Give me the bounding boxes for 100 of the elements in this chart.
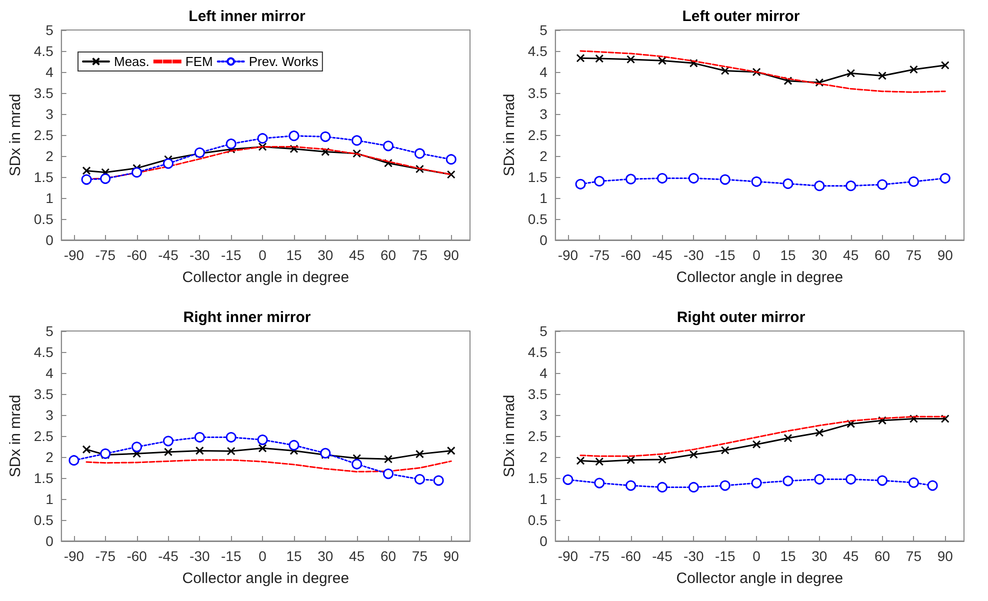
x-tick-label: -75 [589, 548, 610, 564]
x-tick-label: 15 [780, 548, 796, 564]
x-tick-label: -30 [684, 247, 704, 263]
y-tick-label: 4.5 [528, 344, 548, 360]
y-tick-label: 2.5 [34, 127, 54, 143]
y-tick-label: 3.5 [34, 386, 54, 402]
x-tick-label: 75 [412, 247, 428, 263]
y-tick-label: 0 [46, 232, 54, 248]
x-tick-label: -60 [620, 247, 642, 263]
y-tick-label: 1.5 [528, 169, 548, 185]
x-tick-label: 60 [380, 247, 396, 263]
y-tick-label: 0 [540, 232, 548, 248]
x-tick-label: -30 [190, 548, 210, 564]
y-axis-title: SDx in mrad [501, 94, 518, 176]
x-tick-label: -15 [220, 247, 242, 263]
y-tick-label: 3.5 [528, 386, 548, 402]
y-tick-label: 5 [46, 322, 54, 338]
x-tick-label: 45 [843, 548, 859, 564]
x-tick-label: 0 [752, 247, 761, 263]
x-tick-label: 90 [443, 247, 460, 263]
y-axis-title: SDx in mrad [501, 394, 518, 477]
x-tick-label: -45 [652, 548, 673, 564]
x-axis-title: Collector angle in degree [182, 570, 350, 586]
x-tick-label: 15 [780, 247, 796, 263]
x-tick-label: -90 [64, 548, 84, 564]
x-tick-label: -30 [190, 247, 210, 263]
y-tick-label: 5 [540, 22, 548, 38]
x-tick-label: -90 [558, 548, 578, 564]
y-tick-label: 1 [46, 190, 54, 206]
y-tick-label: 0.5 [34, 211, 54, 227]
y-tick-label: 2.5 [34, 428, 54, 444]
y-tick-label: 1.5 [528, 470, 548, 486]
y-tick-label: 1 [46, 490, 54, 506]
x-tick-label: 45 [843, 247, 859, 263]
x-tick-label: 75 [412, 548, 428, 564]
x-tick-label: 90 [443, 548, 460, 564]
y-tick-label: 0 [46, 532, 54, 548]
x-tick-label: -45 [158, 247, 179, 263]
y-tick-label: 4 [46, 64, 54, 80]
x-tick-label: -15 [220, 548, 242, 564]
x-axis-title: Collector angle in degree [676, 269, 844, 286]
x-tick-label: -60 [126, 247, 148, 263]
x-tick-label: -60 [620, 548, 642, 564]
y-tick-label: 4 [540, 364, 548, 380]
y-tick-label: 4.5 [34, 43, 54, 59]
x-tick-label: -45 [652, 247, 673, 263]
x-tick-label: 60 [874, 247, 890, 263]
x-tick-label: 0 [258, 548, 267, 564]
x-tick-label: 15 [286, 247, 302, 263]
y-tick-label: 3 [46, 406, 54, 422]
x-tick-label: -15 [714, 247, 736, 263]
x-tick-label: -15 [714, 548, 736, 564]
x-tick-label: 75 [906, 247, 922, 263]
y-tick-label: 3 [46, 106, 54, 122]
x-tick-label: 90 [937, 247, 954, 263]
x-tick-label: 0 [258, 247, 267, 263]
y-tick-label: 0.5 [34, 512, 54, 528]
y-tick-label: 2 [540, 148, 548, 164]
legend-label: FEM [185, 54, 213, 69]
x-tick-label: -75 [589, 247, 610, 263]
y-tick-label: 1 [540, 490, 548, 506]
y-tick-label: 0.5 [528, 211, 548, 227]
y-tick-label: 3 [540, 406, 548, 422]
y-axis-title: SDx in mrad [7, 394, 24, 477]
x-tick-label: 45 [349, 548, 365, 564]
y-tick-label: 5 [540, 322, 548, 338]
x-tick-label: 30 [812, 247, 828, 263]
y-tick-label: 0 [540, 532, 548, 548]
x-tick-label: -90 [64, 247, 84, 263]
y-tick-label: 2.5 [528, 127, 548, 143]
x-axis-title: Collector angle in degree [182, 269, 350, 286]
x-tick-label: 30 [318, 247, 334, 263]
chart-title: Left outer mirror [682, 8, 800, 25]
y-tick-label: 3.5 [528, 85, 548, 101]
x-tick-label: 15 [286, 548, 302, 564]
chart-title: Right inner mirror [183, 308, 311, 326]
y-tick-label: 2 [540, 448, 548, 464]
x-tick-label: 30 [318, 548, 334, 564]
y-tick-label: 3 [540, 106, 548, 122]
x-axis-title: Collector angle in degree [676, 570, 844, 586]
x-tick-label: -75 [95, 548, 116, 564]
y-tick-label: 1 [540, 190, 548, 206]
y-tick-label: 1.5 [34, 470, 54, 486]
x-tick-label: 60 [874, 548, 890, 564]
y-tick-label: 4 [46, 364, 54, 380]
y-axis-title: SDx in mrad [7, 94, 24, 176]
legend-label: Meas. [114, 54, 150, 69]
x-tick-label: 60 [380, 548, 396, 564]
y-tick-label: 5 [46, 22, 54, 38]
y-tick-label: 2.5 [528, 428, 548, 444]
x-tick-label: 30 [812, 548, 828, 564]
y-tick-label: 4 [540, 64, 548, 80]
chart-title: Left inner mirror [188, 8, 306, 25]
x-tick-label: -30 [684, 548, 704, 564]
x-tick-label: 45 [349, 247, 365, 263]
y-tick-label: 0.5 [528, 512, 548, 528]
y-tick-label: 4.5 [528, 43, 548, 59]
chart-title: Right outer mirror [676, 308, 806, 326]
x-tick-label: -75 [95, 247, 116, 263]
y-tick-label: 3.5 [34, 85, 54, 101]
